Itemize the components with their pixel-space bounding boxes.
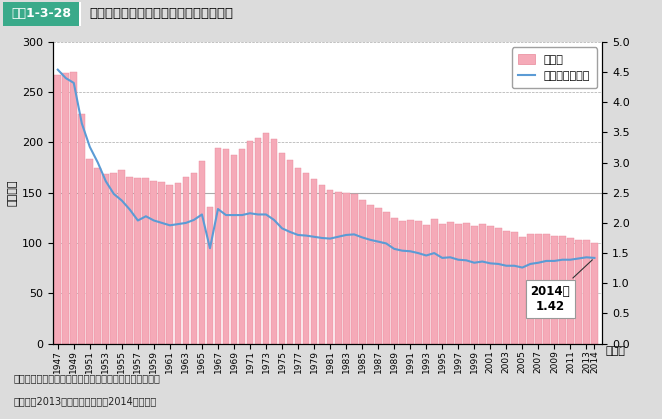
Bar	[310, 178, 318, 344]
Bar	[326, 190, 334, 344]
Bar	[263, 133, 269, 344]
Bar	[535, 234, 542, 344]
Bar	[543, 234, 549, 344]
Bar	[383, 212, 389, 344]
Bar	[303, 173, 309, 344]
Bar	[87, 158, 93, 344]
Bar	[447, 222, 453, 344]
Bar	[455, 224, 461, 344]
Y-axis label: （万人）: （万人）	[8, 179, 18, 206]
Bar	[158, 182, 166, 344]
Text: 我が国の出生数と合計特殊出生率の推移: 我が国の出生数と合計特殊出生率の推移	[89, 7, 234, 20]
Bar	[479, 224, 486, 344]
Bar	[335, 192, 342, 344]
Bar	[527, 234, 534, 344]
Bar	[54, 75, 61, 344]
Bar	[111, 173, 117, 344]
Bar	[591, 243, 598, 344]
Bar	[367, 205, 373, 344]
Bar	[551, 236, 558, 344]
Bar	[255, 138, 261, 344]
Bar	[79, 2, 81, 26]
Bar	[222, 150, 229, 344]
Text: （年）: （年）	[606, 346, 626, 356]
Bar	[62, 73, 70, 344]
Bar	[103, 173, 109, 344]
Bar	[118, 170, 125, 344]
Text: 図表1-3-28: 図表1-3-28	[11, 7, 71, 20]
Bar	[142, 178, 149, 344]
Bar	[343, 193, 350, 344]
Bar	[575, 240, 582, 344]
Bar	[214, 148, 221, 344]
Bar	[95, 168, 101, 344]
Bar	[318, 185, 326, 344]
Bar	[207, 207, 213, 344]
Bar	[175, 183, 181, 344]
Bar	[295, 168, 301, 344]
Bar	[230, 155, 238, 344]
Bar	[406, 220, 414, 344]
Bar	[167, 185, 173, 344]
Bar	[583, 240, 590, 344]
Bar	[78, 114, 85, 344]
Bar	[487, 226, 494, 344]
Bar	[359, 200, 365, 344]
Bar	[399, 221, 406, 344]
Bar	[503, 231, 510, 344]
Bar	[463, 223, 469, 344]
Bar	[423, 225, 430, 344]
Text: 資料：厚生労働省大臣官房統計情報部「人口動態統計」: 資料：厚生労働省大臣官房統計情報部「人口動態統計」	[13, 373, 160, 383]
Bar	[567, 238, 574, 344]
Bar	[415, 221, 422, 344]
Bar	[279, 153, 285, 344]
Bar	[391, 218, 398, 344]
Bar	[519, 237, 526, 344]
Bar	[287, 160, 293, 344]
Bar	[150, 181, 158, 344]
Bar	[238, 150, 246, 344]
Bar	[70, 72, 77, 344]
Bar	[375, 208, 381, 344]
Bar	[183, 177, 189, 344]
Bar	[511, 232, 518, 344]
Bar	[3, 2, 79, 26]
Bar	[126, 177, 133, 344]
Legend: 出生数, 合計特殊出生率: 出生数, 合計特殊出生率	[512, 47, 597, 88]
Bar	[431, 219, 438, 344]
Bar	[495, 228, 502, 344]
Text: 2014年
1.42: 2014年 1.42	[530, 260, 592, 313]
Text: （注）　2013年までは確定数。2014年は概数: （注） 2013年までは確定数。2014年は概数	[13, 396, 156, 406]
Bar	[271, 140, 277, 344]
Bar	[191, 173, 197, 344]
Bar	[471, 226, 478, 344]
Bar	[246, 142, 254, 344]
Bar	[559, 236, 566, 344]
Bar	[199, 160, 205, 344]
Bar	[134, 178, 141, 344]
Bar	[351, 194, 357, 344]
Bar	[439, 224, 446, 344]
